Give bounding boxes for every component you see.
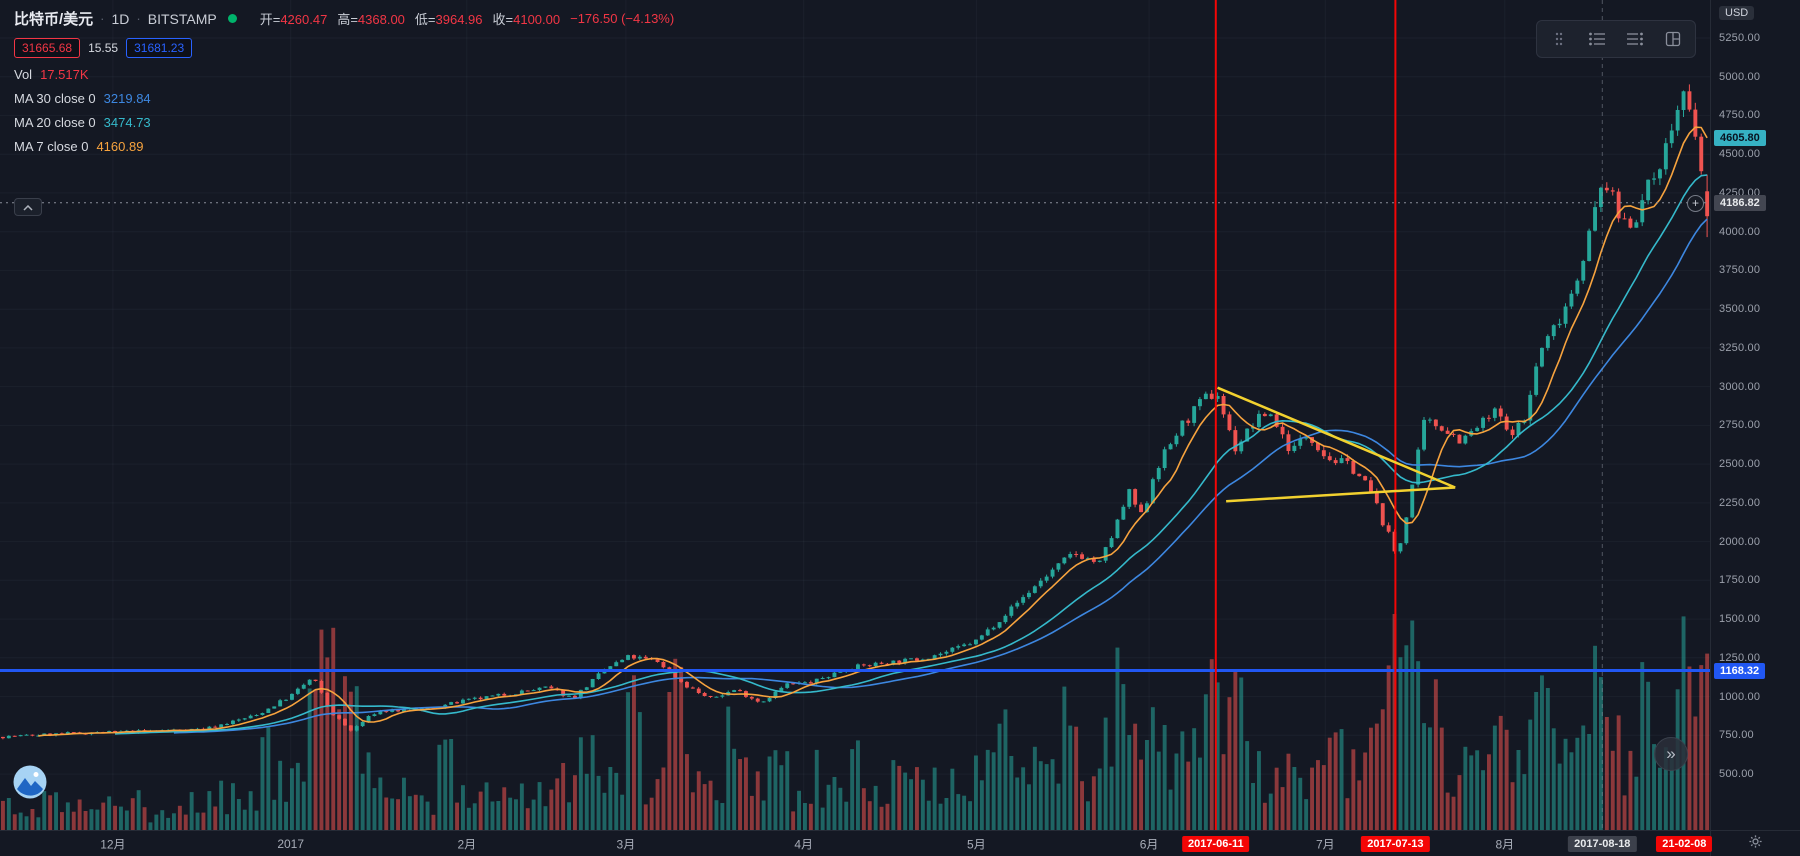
floating-toolbar: [1536, 20, 1696, 58]
price-tick: 2500.00: [1719, 458, 1761, 471]
high-readout: 高=4368.00: [337, 12, 405, 27]
currency-chip[interactable]: USD: [1719, 6, 1755, 20]
price-tick: 500.00: [1719, 768, 1754, 781]
open-readout: 开=4260.47: [259, 12, 328, 27]
price-range-row: 31665.68 15.55 31681.23: [14, 38, 674, 58]
red-price-box[interactable]: 31665.68: [14, 38, 81, 58]
price-badge: 4186.82: [1714, 194, 1766, 211]
series-list-right-icon[interactable]: [1617, 24, 1653, 54]
price-tick: 5250.00: [1719, 32, 1761, 44]
price-tick: 4500.00: [1719, 148, 1761, 161]
legend-collapse-button[interactable]: [14, 198, 42, 216]
legend: 比特币/美元 · 1D · BITSTAMP 开=4260.47 高=4368.…: [14, 8, 674, 154]
drag-handle-icon[interactable]: [1541, 24, 1577, 54]
price-tick: 750.00: [1719, 729, 1754, 742]
price-tick: 1500.00: [1719, 613, 1761, 626]
ma20-row: MA 20 close 0 3474.73: [14, 115, 674, 130]
price-badge: 1168.32: [1714, 662, 1766, 679]
time-tick: 5月: [967, 837, 986, 852]
settings-gear-icon[interactable]: [1748, 834, 1763, 854]
date-badge: 2017-08-18: [1568, 836, 1637, 852]
date-badge: 2017-07-13: [1361, 836, 1430, 852]
ma7-row: MA 7 close 0 4160.89: [14, 139, 674, 154]
chevron-up-icon: [23, 198, 33, 216]
change-readout: −176.50 (−4.13%): [570, 11, 675, 26]
price-tick: 4000.00: [1719, 225, 1761, 238]
price-tick: 3750.00: [1719, 264, 1761, 277]
price-badge: 4605.80: [1714, 129, 1766, 146]
time-tick: 3月: [616, 837, 636, 852]
grid-layout-icon[interactable]: [1655, 24, 1691, 54]
ma30-label: MA 30 close 0: [14, 91, 96, 106]
price-tick: 3000.00: [1719, 380, 1761, 393]
time-tick: 2017: [277, 837, 305, 851]
date-badge: 2017-06-11: [1181, 836, 1250, 852]
axis-settings-corner: [1710, 830, 1800, 856]
candlestick-chart[interactable]: [0, 0, 1710, 830]
interval-label[interactable]: 1D: [111, 10, 130, 27]
ma7-value: 4160.89: [96, 139, 144, 154]
ma7-label: MA 7 close 0: [14, 139, 89, 154]
symbol-row: 比特币/美元 · 1D · BITSTAMP 开=4260.47 高=4368.…: [14, 8, 674, 29]
ohlc-readout: 开=4260.47 高=4368.00 低=3964.96 收=4100.00 …: [260, 9, 674, 28]
time-tick: 4月: [794, 837, 814, 852]
volume-row: Vol 17.517K: [14, 67, 674, 82]
chart-logo-icon[interactable]: [12, 764, 48, 800]
ma20-label: MA 20 close 0: [14, 115, 96, 130]
symbol-title[interactable]: 比特币/美元: [14, 11, 94, 28]
close-readout: 收=4100.00: [492, 12, 561, 27]
blue-price-box[interactable]: 31681.23: [126, 38, 193, 58]
volume-label: Vol: [14, 67, 33, 82]
time-tick: 12月: [100, 837, 126, 852]
ma30-value: 3219.84: [103, 91, 151, 106]
time-tick: 7月: [1315, 837, 1335, 852]
time-tick: 2月: [457, 837, 477, 852]
chart-pane[interactable]: 比特币/美元 · 1D · BITSTAMP 开=4260.47 高=4368.…: [0, 0, 1710, 830]
price-tick: 2000.00: [1719, 535, 1761, 548]
market-status-icon: [227, 14, 237, 23]
price-tick: 2750.00: [1719, 419, 1761, 432]
price-tick: 1750.00: [1719, 574, 1761, 587]
separator: ·: [136, 11, 141, 26]
add-alert-plus-button[interactable]: +: [1687, 195, 1704, 212]
time-tick: 6月: [1139, 837, 1159, 852]
price-tick: 1250.00: [1719, 651, 1761, 664]
low-readout: 低=3964.96: [414, 12, 483, 27]
range-middle-value: 15.55: [88, 41, 119, 55]
price-tick: 3250.00: [1719, 341, 1761, 354]
scroll-to-recent-button[interactable]: »: [1654, 737, 1688, 771]
date-badge: 21-02-08: [1656, 836, 1713, 852]
time-tick: 8月: [1495, 837, 1515, 852]
volume-value: 17.517K: [40, 67, 89, 82]
ma20-value: 3474.73: [103, 115, 151, 130]
price-tick: 4750.00: [1719, 109, 1761, 122]
exchange-label[interactable]: BITSTAMP: [147, 10, 217, 27]
price-tick: 2250.00: [1719, 496, 1761, 509]
time-axis[interactable]: 12月 2017 2月 3月 4月 5月 6月 7月 8月 2017-06-11 2017-07-1…: [0, 830, 1713, 856]
price-tick: 1000.00: [1719, 690, 1761, 703]
series-list-left-icon[interactable]: [1579, 24, 1615, 54]
price-tick: 3500.00: [1719, 303, 1761, 316]
price-tick: 5000.00: [1719, 70, 1761, 83]
price-axis[interactable]: USD 5250.00 5000.00 4750.00 4500.00 4250.00 4…: [1710, 0, 1800, 830]
ma30-row: MA 30 close 0 3219.84: [14, 91, 674, 106]
separator: ·: [100, 11, 105, 26]
